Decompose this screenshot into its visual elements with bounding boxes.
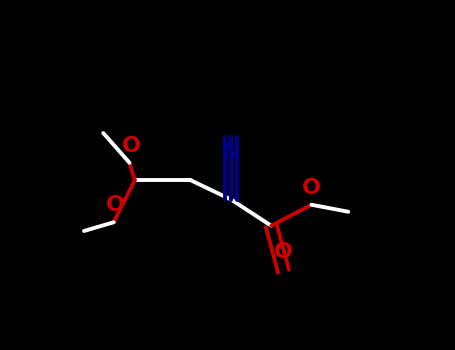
Text: O: O — [106, 195, 125, 215]
Text: N: N — [222, 142, 240, 162]
Text: O: O — [274, 243, 293, 262]
Text: O: O — [122, 136, 141, 156]
Text: O: O — [302, 178, 321, 198]
